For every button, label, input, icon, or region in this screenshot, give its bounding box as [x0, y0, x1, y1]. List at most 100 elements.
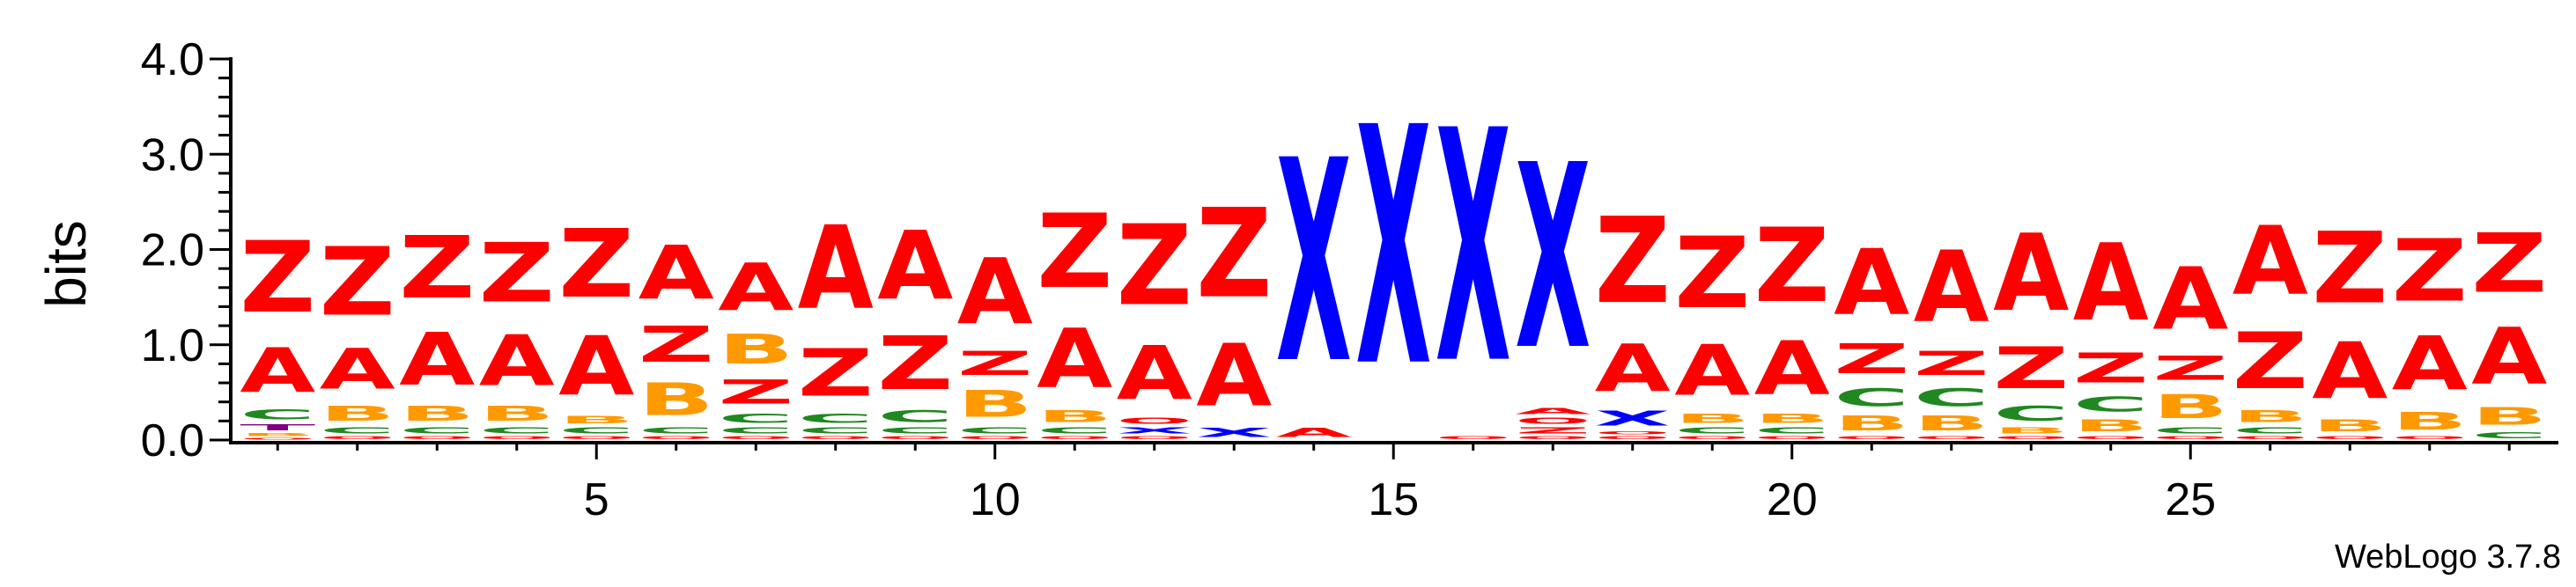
- y-tick-label: 0.0: [141, 415, 204, 466]
- logo-letter-x: X: [1515, 110, 1591, 406]
- logo-letter-o: O: [718, 436, 793, 440]
- logo-letter-b: B: [479, 402, 555, 426]
- letter-stacks: OBTCAZOCBAZOCBAZOCBAZOCBAZOCBZAOCCZBAOCC…: [240, 57, 2547, 440]
- logo-letter-z: Z: [2073, 345, 2149, 393]
- logo-letter-o: O: [1515, 416, 1591, 426]
- y-ticks: 0.0 1.0 2.0 3.0 4.0: [141, 34, 231, 466]
- logo-letter-z: Z: [320, 227, 395, 337]
- logo-letter-o: O: [1515, 436, 1591, 440]
- logo-letter-b: B: [240, 432, 315, 437]
- logo-letter-a: A: [718, 250, 793, 326]
- logo-letter-a: A: [1754, 327, 1830, 412]
- y-tick-label: 2.0: [141, 225, 204, 276]
- logo-letter-c: C: [240, 407, 315, 423]
- logo-letter-x: X: [1436, 63, 1511, 435]
- logo-letter-a: A: [2312, 326, 2388, 416]
- logo-letter-x: X: [1196, 426, 1272, 440]
- logo-letter-z: Z: [1674, 216, 1750, 331]
- logo-letter-o: O: [2073, 436, 2149, 440]
- logo-letter-z: Z: [1754, 206, 1830, 326]
- logo-letter-c: C: [1674, 426, 1750, 436]
- logo-letter-z: Z: [2392, 221, 2468, 321]
- logo-letter-z: Z: [798, 335, 874, 411]
- logo-letter-b: B: [320, 402, 395, 426]
- logo-letter-z: Z: [240, 221, 315, 335]
- logo-letter-b: B: [1037, 407, 1112, 426]
- logo-letter-a: A: [2233, 207, 2308, 316]
- logo-letter-a: A: [1914, 231, 1989, 345]
- logo-letter-z: Z: [1993, 335, 2069, 402]
- logo-letter-a: A: [1117, 331, 1192, 416]
- logo-letter-z: Z: [877, 321, 953, 407]
- logo-letter-c: C: [718, 412, 793, 426]
- logo-letter-a: A: [1595, 331, 1671, 407]
- logo-letter-a: A: [2392, 322, 2468, 407]
- logo-letter-z: Z: [1834, 335, 1909, 383]
- logo-letter-a: A: [240, 335, 315, 407]
- x-tick-label: 5: [584, 474, 609, 525]
- logo-letter-z: Z: [399, 217, 475, 318]
- logo-letter-b: B: [638, 373, 714, 426]
- logo-letter-a: A: [1276, 426, 1352, 440]
- logo-letter-b: B: [2312, 416, 2388, 436]
- logo-letter-a: A: [877, 211, 953, 320]
- logo-letter-o: O: [1674, 436, 1750, 440]
- logo-letter-a: A: [320, 338, 395, 402]
- logo-letter-o: O: [399, 436, 475, 440]
- logo-letter-c: C: [479, 426, 555, 436]
- logo-letter-b: B: [1993, 426, 2069, 436]
- logo-letter-o: O: [1117, 416, 1192, 426]
- logo-letter-o: O: [1914, 436, 1989, 440]
- logo-position-16: OX: [1436, 63, 1511, 440]
- logo-letter-o: O: [638, 436, 714, 440]
- logo-letter-o: O: [798, 436, 874, 440]
- logo-letter-c: C: [798, 426, 874, 436]
- logo-letter-b: B: [718, 327, 793, 374]
- y-axis-label: bits: [34, 220, 98, 308]
- logo-letter-b: B: [2073, 416, 2149, 436]
- logo-letter-a: A: [1037, 312, 1112, 407]
- logo-letter-o: O: [2312, 436, 2388, 440]
- logo-letter-o: O: [2152, 436, 2228, 440]
- y-tick-label: 3.0: [141, 129, 204, 180]
- logo-letter-c: C: [1834, 383, 1909, 411]
- logo-letter-z: Z: [2471, 216, 2547, 312]
- logo-letter-z: Z: [957, 344, 1033, 383]
- logo-letter-c: C: [1754, 426, 1830, 436]
- logo-letter-c: C: [2152, 426, 2228, 436]
- logo-letter-t: T: [240, 423, 315, 433]
- logo-letter-o: O: [957, 436, 1033, 440]
- logo-letter-b: B: [558, 415, 634, 426]
- logo-letter-c: C: [2233, 426, 2308, 436]
- y-tick-label: 1.0: [141, 320, 204, 371]
- logo-letter-c: C: [877, 407, 953, 426]
- logo-letter-a: A: [2471, 312, 2547, 402]
- logo-letter-o: O: [1037, 436, 1112, 440]
- logo-letter-o: O: [877, 436, 953, 440]
- logo-letter-a: A: [558, 319, 634, 415]
- x-tick-label: 20: [1767, 474, 1818, 525]
- logo-letter-c: C: [718, 426, 793, 436]
- logo-letter-z: Z: [2152, 349, 2228, 388]
- logo-letter-b: B: [1754, 411, 1830, 425]
- logo-letter-z: Z: [479, 226, 555, 321]
- logo-letter-c: C: [638, 426, 714, 436]
- logo-letter-o: O: [240, 437, 315, 440]
- logo-letter-a: A: [1993, 212, 2069, 336]
- logo-letter-b: B: [1674, 411, 1750, 425]
- logo-letter-x: X: [1595, 407, 1671, 430]
- logo-letter-c: C: [320, 426, 395, 436]
- logo-letter-x: X: [1276, 101, 1352, 425]
- logo-letter-o: O: [320, 436, 395, 440]
